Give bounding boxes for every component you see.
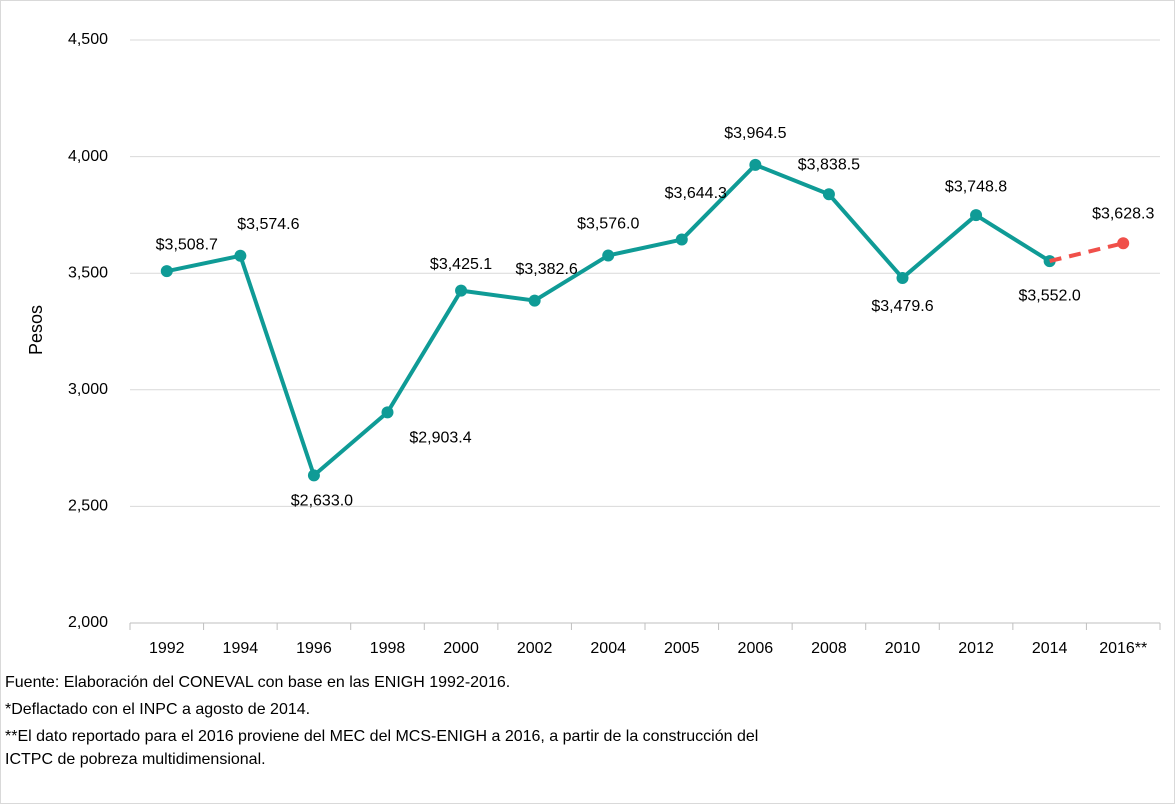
data-label: $3,552.0 [1019, 287, 1081, 304]
x-tick-label: 2005 [664, 640, 700, 657]
x-tick-label: 2004 [590, 640, 626, 657]
data-label: $2,903.4 [409, 430, 471, 447]
x-tick-label: 1998 [370, 640, 406, 657]
point [675, 233, 688, 246]
data-label: $3,574.6 [237, 216, 299, 233]
data-label: $3,382.6 [516, 261, 578, 278]
point [160, 265, 173, 278]
data-label: $3,644.3 [665, 185, 727, 202]
footnote: **El dato reportado para el 2016 provien… [5, 728, 758, 745]
x-tick-label: 2012 [958, 640, 994, 657]
point [896, 271, 909, 284]
x-tick-label: 2010 [885, 640, 921, 657]
data-label: $3,576.0 [577, 216, 639, 233]
footnote: Fuente: Elaboración del CONEVAL con base… [5, 674, 510, 691]
connector-line [1049, 241, 1124, 264]
y-tick-label: 4,500 [68, 31, 108, 48]
point [455, 284, 468, 297]
x-tick-label: 2008 [811, 640, 847, 657]
point [822, 188, 835, 201]
x-tick-label: 2014 [1032, 640, 1068, 657]
point [749, 158, 762, 171]
data-label: $3,479.6 [871, 298, 933, 315]
data-label: $2,633.0 [291, 493, 353, 510]
point [307, 469, 320, 482]
x-tick-label: 1992 [149, 640, 185, 657]
point [970, 209, 983, 222]
point [528, 294, 541, 307]
x-tick-label: 2016** [1099, 640, 1147, 657]
point [234, 249, 247, 262]
data-label: $3,838.5 [798, 156, 860, 173]
data-label: $3,964.5 [724, 125, 786, 142]
y-tick-label: 3,500 [68, 264, 108, 281]
data-label: $3,628.3 [1092, 205, 1154, 222]
footnote: ICTPC de pobreza multidimensional. [5, 751, 266, 768]
y-tick-label: 3,000 [68, 381, 108, 398]
y-axis-label: Pesos [26, 305, 46, 355]
y-tick-label: 2,000 [68, 614, 108, 631]
x-tick-label: 2006 [738, 640, 774, 657]
x-tick-label: 2002 [517, 640, 553, 657]
point [1117, 237, 1130, 250]
x-tick-label: 1994 [223, 640, 259, 657]
footnote: *Deflactado con el INPC a agosto de 2014… [5, 701, 310, 718]
point [602, 249, 615, 262]
data-label: $3,508.7 [156, 236, 218, 253]
y-tick-label: 4,000 [68, 148, 108, 165]
data-label: $3,748.8 [945, 178, 1007, 195]
y-tick-label: 2,500 [68, 498, 108, 515]
point [381, 406, 394, 419]
data-label: $3,425.1 [430, 256, 492, 273]
x-tick-label: 1996 [296, 640, 332, 657]
x-tick-label: 2000 [443, 640, 479, 657]
